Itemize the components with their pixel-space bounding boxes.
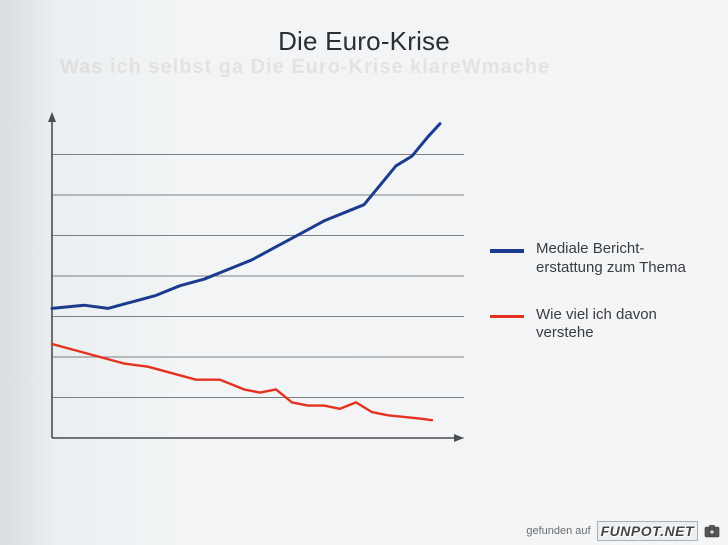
ghost-bleedthrough-text: Was ich selbst ga Die Euro-Krise klareWm… (60, 56, 668, 79)
legend-label: Mediale Bericht-erstattung zum Thema (536, 240, 686, 278)
footer-text: gefunden auf (526, 525, 590, 537)
line-chart-svg (46, 110, 466, 450)
footer-logo: FUNPOT.NET (597, 521, 698, 541)
legend-item-0: Mediale Bericht-erstattung zum Thema (490, 240, 700, 278)
legend-label: Wie viel ich davon verstehe (536, 306, 700, 344)
chart-area (46, 110, 466, 450)
legend-item-1: Wie viel ich davon verstehe (490, 306, 700, 344)
page-root: Was ich selbst ga Die Euro-Krise klareWm… (0, 0, 728, 545)
legend-swatch (490, 249, 524, 253)
legend-swatch (490, 315, 524, 318)
series-media (52, 124, 440, 309)
footer: gefunden auf FUNPOT.NET (526, 521, 720, 541)
camera-icon (704, 523, 720, 539)
legend: Mediale Bericht-erstattung zum Thema Wie … (490, 240, 700, 371)
series-understanding (52, 344, 432, 420)
chart-title: Die Euro-Krise (0, 26, 728, 57)
